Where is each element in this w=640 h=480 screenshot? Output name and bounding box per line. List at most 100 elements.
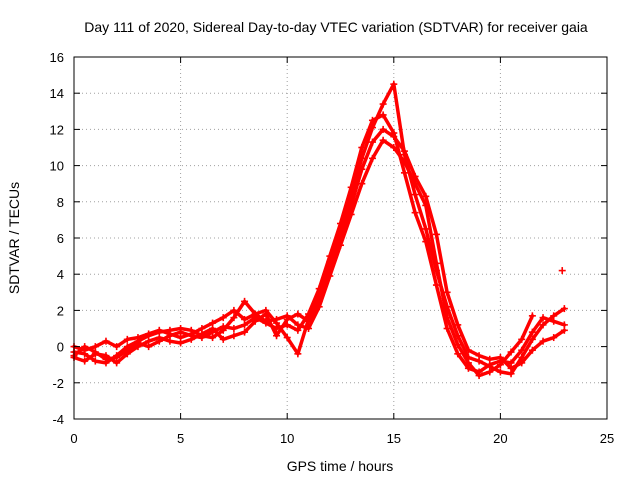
data-point xyxy=(347,201,355,209)
data-point xyxy=(294,350,302,358)
data-point xyxy=(230,306,238,314)
data-point xyxy=(219,323,227,331)
y-tick-label: 10 xyxy=(50,159,64,174)
series-outlier xyxy=(558,267,566,275)
data-point xyxy=(219,314,227,322)
x-tick-label: 15 xyxy=(387,431,401,446)
data-point xyxy=(422,192,430,200)
data-point xyxy=(91,357,99,365)
data-point xyxy=(368,154,376,162)
data-point xyxy=(507,348,515,356)
x-tick-label: 20 xyxy=(493,431,507,446)
data-point xyxy=(422,238,430,246)
data-point xyxy=(443,288,451,296)
y-tick-label: -4 xyxy=(52,412,64,427)
data-point xyxy=(550,317,558,325)
data-point xyxy=(400,169,408,177)
data-point xyxy=(273,325,281,332)
data-point xyxy=(81,343,89,351)
data-point xyxy=(454,332,462,340)
data-point xyxy=(230,314,238,322)
data-point xyxy=(337,220,344,228)
data-point xyxy=(390,80,398,88)
data-point xyxy=(177,328,185,336)
data-point xyxy=(145,343,153,351)
data-point xyxy=(464,364,472,372)
data-point xyxy=(454,321,462,329)
data-point xyxy=(358,180,366,188)
data-point xyxy=(379,100,387,108)
data-point xyxy=(177,339,185,347)
data-point xyxy=(454,350,462,358)
chart-title: Day 111 of 2020, Sidereal Day-to-day VTE… xyxy=(84,19,588,35)
data-point xyxy=(443,303,451,311)
data-point xyxy=(251,314,259,322)
data-point xyxy=(166,332,174,340)
data-point xyxy=(283,334,291,342)
data-point xyxy=(123,346,131,354)
y-tick-label: 6 xyxy=(57,231,64,246)
data-point xyxy=(209,328,217,336)
data-point xyxy=(539,321,547,329)
x-tick-label: 10 xyxy=(280,431,294,446)
data-point xyxy=(432,281,440,289)
data-point xyxy=(155,337,163,345)
data-point xyxy=(475,368,483,376)
data-point xyxy=(198,334,206,342)
data-point xyxy=(113,353,121,361)
data-point xyxy=(518,359,526,367)
data-point xyxy=(358,144,366,151)
data-point xyxy=(496,368,504,376)
data-point xyxy=(294,310,302,318)
data-point xyxy=(558,267,566,275)
data-point xyxy=(528,328,536,336)
y-tick-label: 8 xyxy=(57,195,64,210)
data-point xyxy=(305,317,313,325)
data-point xyxy=(283,321,291,329)
data-point xyxy=(432,230,440,238)
data-point xyxy=(400,147,408,155)
y-tick-label: 16 xyxy=(50,50,64,65)
data-point xyxy=(496,357,504,365)
data-point xyxy=(294,326,302,334)
data-point xyxy=(358,165,366,173)
data-point xyxy=(337,234,344,242)
data-point xyxy=(379,136,387,144)
data-point xyxy=(273,332,281,340)
data-point xyxy=(486,361,494,369)
y-tick-label: 14 xyxy=(50,86,64,101)
data-point xyxy=(230,325,238,332)
series-track-d xyxy=(70,111,568,376)
data-point xyxy=(219,335,227,343)
data-point xyxy=(315,297,323,305)
data-point xyxy=(411,172,419,180)
x-tick-label: 0 xyxy=(70,431,77,446)
data-point xyxy=(560,305,568,313)
data-point xyxy=(368,138,376,146)
data-point xyxy=(145,330,153,338)
data-point xyxy=(262,319,270,327)
data-point xyxy=(560,321,568,329)
data-point xyxy=(464,353,472,361)
data-point xyxy=(411,209,419,217)
data-point xyxy=(134,339,142,347)
data-point xyxy=(91,348,99,356)
data-point xyxy=(81,357,89,365)
x-tick-label: 5 xyxy=(177,431,184,446)
data-point xyxy=(464,346,472,354)
x-axis-label: GPS time / hours xyxy=(287,458,394,474)
data-point xyxy=(379,125,387,133)
data-point xyxy=(528,312,536,320)
data-point xyxy=(475,352,483,360)
data-point xyxy=(539,337,547,345)
data-point xyxy=(507,359,515,367)
data-point xyxy=(155,326,163,334)
y-tick-label: 12 xyxy=(50,122,64,137)
data-point xyxy=(315,285,323,293)
data-point xyxy=(230,332,238,340)
data-point xyxy=(123,335,131,343)
grid-lines xyxy=(74,57,607,419)
data-point xyxy=(539,314,547,322)
data-point xyxy=(368,116,376,124)
data-point xyxy=(518,335,526,343)
